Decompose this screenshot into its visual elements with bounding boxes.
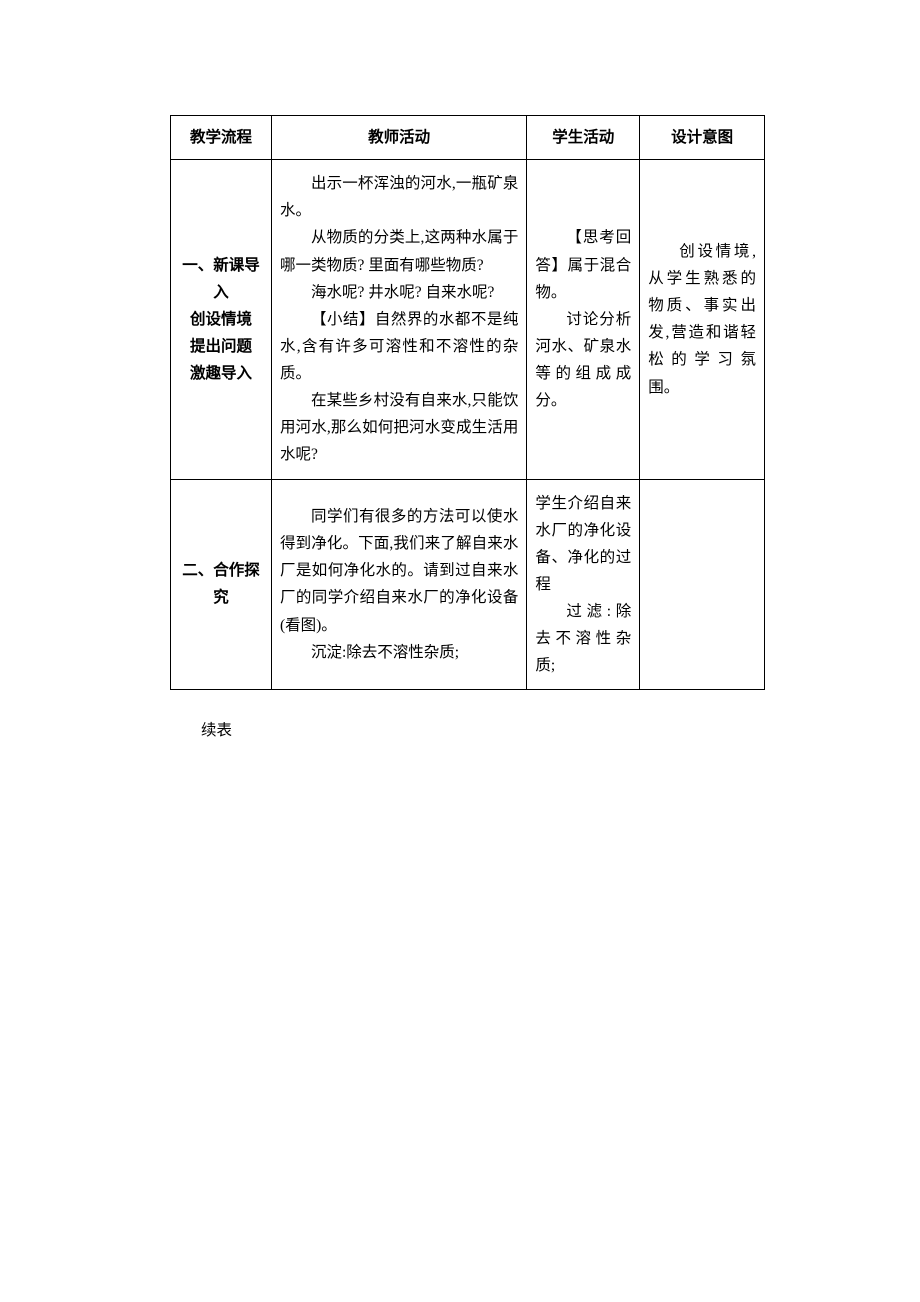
teacher-cell-2: 同学们有很多的方法可以使水得到净化。下面,我们来了解自来水厂是如何净化水的。请到…: [271, 479, 526, 690]
continued-label: 续表: [170, 718, 765, 740]
flow-cell-2: 二、合作探究: [171, 479, 272, 690]
intent-cell-2: [640, 479, 765, 690]
student-cell-1: 【思考回答】属于混合物。 讨论分析河水、矿泉水等的组成成分。: [527, 160, 640, 479]
flow-line: 一、新课导入: [182, 257, 260, 301]
student-para: 学生介绍自来水厂的净化设备、净化的过程: [535, 495, 631, 593]
teacher-para: 从物质的分类上,这两种水属于哪一类物质? 里面有哪些物质?: [280, 224, 518, 278]
teacher-para: 沉淀:除去不溶性杂质;: [280, 639, 518, 666]
table-row: 一、新课导入 创设情境 提出问题 激趣导入 出示一杯浑浊的河水,一瓶矿泉水。 从…: [171, 160, 765, 479]
flow-line: 创设情境: [190, 311, 252, 328]
student-para: 过滤:除去不溶性杂质;: [535, 598, 631, 679]
header-intent: 设计意图: [640, 116, 765, 160]
flow-line: 提出问题: [190, 338, 252, 355]
student-cell-2: 学生介绍自来水厂的净化设备、净化的过程 过滤:除去不溶性杂质;: [527, 479, 640, 690]
table-row: 二、合作探究 同学们有很多的方法可以使水得到净化。下面,我们来了解自来水厂是如何…: [171, 479, 765, 690]
teacher-para: 【小结】自然界的水都不是纯水,含有许多可溶性和不溶性的杂质。: [280, 306, 518, 387]
intent-para: 创设情境,从学生熟悉的物质、事实出发,营造和谐轻松的学习氛围。: [648, 238, 756, 401]
teacher-para: 在某些乡村没有自来水,只能饮用河水,那么如何把河水变成生活用水呢?: [280, 387, 518, 468]
student-para: 【思考回答】属于混合物。: [535, 224, 631, 305]
teacher-para: 海水呢? 井水呢? 自来水呢?: [280, 279, 518, 306]
header-flow: 教学流程: [171, 116, 272, 160]
flow-line: 激趣导入: [190, 365, 252, 382]
teacher-para: 同学们有很多的方法可以使水得到净化。下面,我们来了解自来水厂是如何净化水的。请到…: [280, 503, 518, 639]
header-teacher: 教师活动: [271, 116, 526, 160]
teacher-cell-1: 出示一杯浑浊的河水,一瓶矿泉水。 从物质的分类上,这两种水属于哪一类物质? 里面…: [271, 160, 526, 479]
flow-cell-1: 一、新课导入 创设情境 提出问题 激趣导入: [171, 160, 272, 479]
intent-cell-1: 创设情境,从学生熟悉的物质、事实出发,营造和谐轻松的学习氛围。: [640, 160, 765, 479]
table-header-row: 教学流程 教师活动 学生活动 设计意图: [171, 116, 765, 160]
header-student: 学生活动: [527, 116, 640, 160]
student-para: 讨论分析河水、矿泉水等的组成成分。: [535, 306, 631, 415]
lesson-plan-table: 教学流程 教师活动 学生活动 设计意图 一、新课导入 创设情境 提出问题 激趣导…: [170, 115, 765, 690]
teacher-para: 出示一杯浑浊的河水,一瓶矿泉水。: [280, 170, 518, 224]
